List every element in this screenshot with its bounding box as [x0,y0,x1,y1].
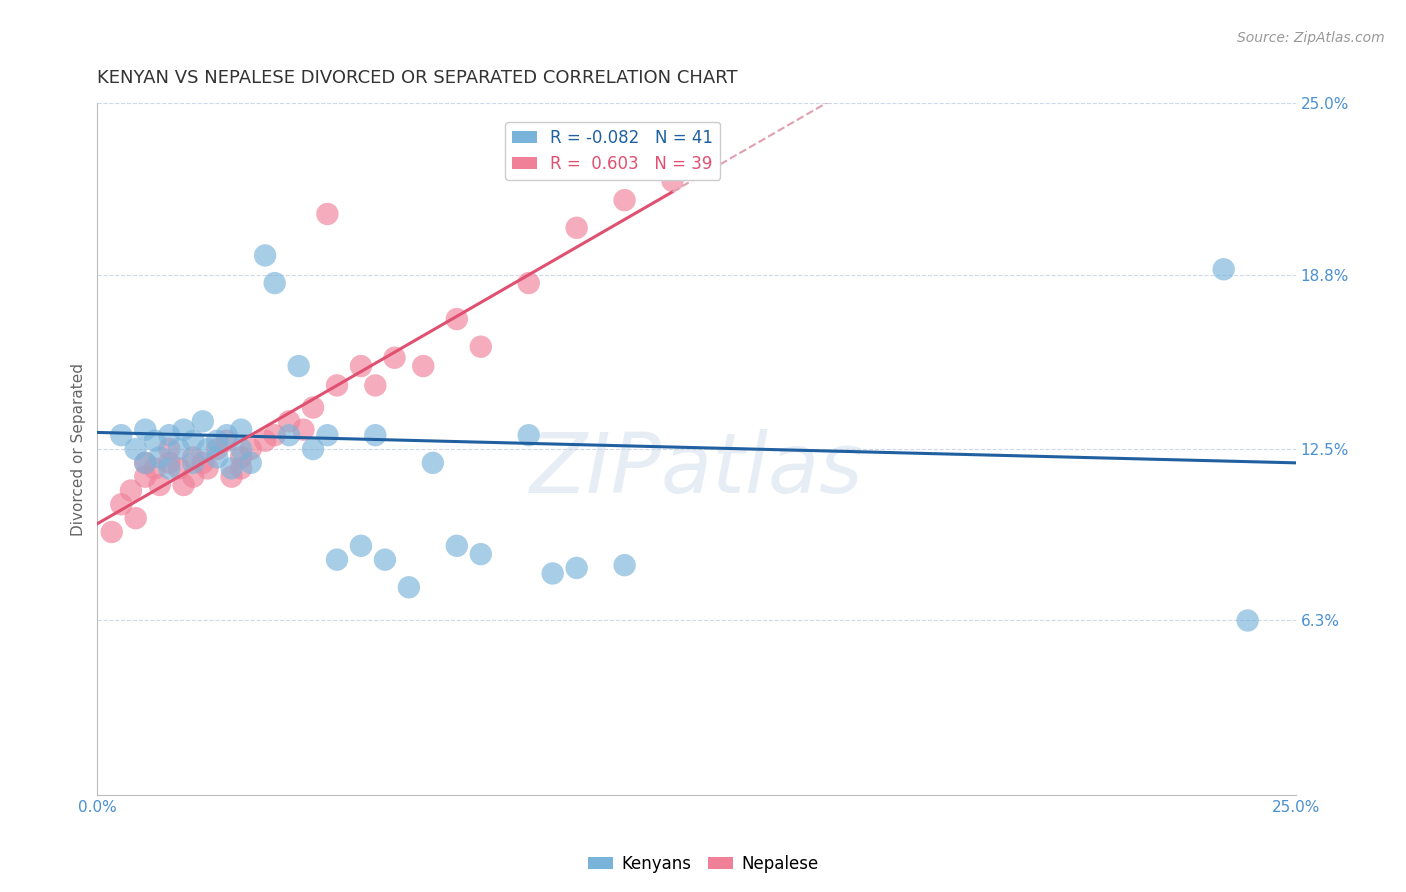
Point [326,378,349,392]
Point [239,456,262,470]
Point [134,423,156,437]
Point [470,340,492,354]
Point [221,461,243,475]
Point [350,539,373,553]
Title: KENYAN VS NEPALESE DIVORCED OR SEPARATED CORRELATION CHART: KENYAN VS NEPALESE DIVORCED OR SEPARATED… [97,69,738,87]
Point [613,193,636,207]
Point [239,442,262,456]
Point [215,434,238,448]
Point [661,174,683,188]
Point [231,450,253,465]
Point [125,442,148,456]
Y-axis label: Divorced or Separated: Divorced or Separated [72,362,86,535]
Point [134,456,156,470]
Point [181,450,204,465]
Point [254,248,277,262]
Point [364,428,387,442]
Point [231,423,253,437]
Point [205,450,228,465]
Point [517,276,540,290]
Point [157,461,180,475]
Point [181,434,204,448]
Point [191,414,214,428]
Point [125,511,148,525]
Point [541,566,564,581]
Point [1236,614,1258,628]
Point [100,524,122,539]
Point [364,378,387,392]
Point [613,558,636,573]
Point [197,442,219,456]
Point [191,456,214,470]
Point [316,428,339,442]
Point [412,359,434,373]
Point [398,580,420,594]
Point [470,547,492,561]
Point [231,461,253,475]
Point [120,483,142,498]
Point [110,497,132,511]
Point [292,423,315,437]
Point [263,276,285,290]
Point [326,552,349,566]
Point [278,414,301,428]
Text: Source: ZipAtlas.com: Source: ZipAtlas.com [1237,31,1385,45]
Point [143,434,166,448]
Point [263,428,285,442]
Point [173,478,195,492]
Point [254,434,277,448]
Text: ZIPatlas: ZIPatlas [530,429,863,510]
Point [316,207,339,221]
Point [422,456,444,470]
Point [167,442,190,456]
Point [157,456,180,470]
Point [446,539,468,553]
Point [134,456,156,470]
Point [221,469,243,483]
Point [134,469,156,483]
Point [287,359,309,373]
Point [149,478,172,492]
Legend: Kenyans, Nepalese: Kenyans, Nepalese [581,848,825,880]
Point [1212,262,1234,277]
Point [143,461,166,475]
Point [157,442,180,456]
Point [446,312,468,326]
Point [231,442,253,456]
Point [278,428,301,442]
Point [205,442,228,456]
Point [384,351,406,365]
Point [565,220,588,235]
Point [110,428,132,442]
Point [167,461,190,475]
Point [517,428,540,442]
Point [205,434,228,448]
Point [157,428,180,442]
Legend: R = -0.082   N = 41, R =  0.603   N = 39: R = -0.082 N = 41, R = 0.603 N = 39 [505,122,720,179]
Point [350,359,373,373]
Point [197,461,219,475]
Point [181,469,204,483]
Point [215,428,238,442]
Point [565,561,588,575]
Point [374,552,396,566]
Point [149,450,172,465]
Point [302,442,325,456]
Point [181,456,204,470]
Point [173,423,195,437]
Point [302,401,325,415]
